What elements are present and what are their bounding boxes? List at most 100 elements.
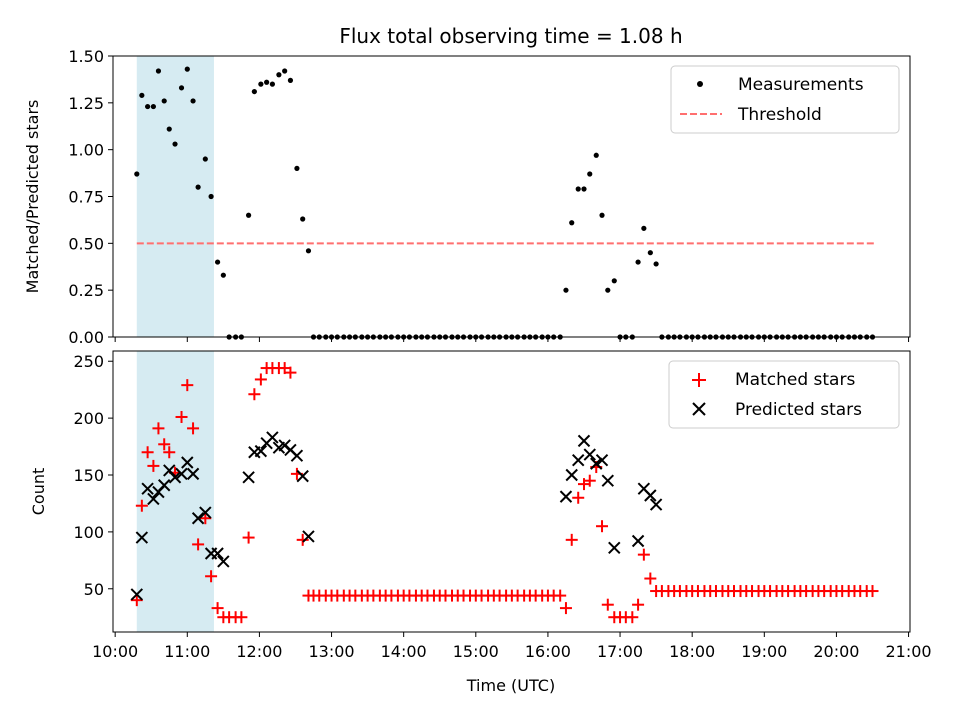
measurement-point — [611, 278, 617, 284]
ratio-y-tick-label: 0.25 — [68, 281, 104, 300]
count-y-label: Count — [29, 468, 48, 516]
measurement-point — [139, 92, 145, 98]
measurement-point — [195, 184, 201, 190]
count-y-tick-label: 250 — [73, 352, 104, 371]
measurement-point — [294, 165, 300, 171]
time-x-tick-label: 11:00 — [164, 642, 210, 661]
measurement-point — [145, 103, 151, 110]
matched-star-marker — [135, 499, 148, 512]
predicted-star-marker — [135, 531, 149, 544]
matched-star-marker — [192, 538, 205, 551]
legend-threshold-label: Threshold — [737, 105, 822, 125]
matched-star-marker — [284, 366, 297, 379]
highlight-span — [136, 351, 214, 632]
matched-star-marker — [296, 533, 309, 546]
matched-star-marker — [866, 585, 879, 598]
predicted-star-marker — [631, 534, 645, 548]
matched-star-marker — [130, 594, 143, 607]
measurement-point — [251, 88, 257, 95]
matched-star-marker — [559, 602, 572, 615]
matched-star-marker — [554, 589, 567, 602]
measurement-point — [563, 287, 569, 293]
time-x-tick-label: 17:00 — [597, 642, 643, 661]
predicted-star-marker — [158, 479, 171, 492]
predicted-star-marker — [601, 474, 614, 487]
measurement-point — [300, 216, 306, 222]
measurements-series — [134, 66, 876, 340]
predicted-star-marker — [649, 498, 663, 511]
ratio-y-axis: 0.00 0.25 0.50 0.75 1.00 1.25 1.50 — [68, 47, 113, 347]
legend-predicted-marker — [692, 402, 706, 416]
matched-star-marker — [147, 459, 160, 472]
matched-star-marker — [632, 598, 645, 611]
count-y-axis: 50 100 150 200 250 — [73, 352, 113, 599]
measurement-point — [202, 156, 208, 162]
measurement-point — [575, 186, 581, 192]
matched-star-marker — [187, 422, 200, 435]
measurement-point — [581, 186, 587, 192]
ratio-y-label: Matched/Predicted stars — [23, 100, 42, 294]
matched-star-marker — [235, 611, 248, 624]
measurement-point — [245, 212, 252, 218]
predicted-star-marker — [186, 467, 200, 481]
predicted-star-marker — [302, 530, 315, 543]
matched-star-marker — [152, 422, 165, 435]
measurement-point — [276, 72, 282, 78]
predicted-star-marker — [296, 469, 309, 483]
predicted-star-marker — [583, 448, 596, 461]
matched-star-marker — [242, 531, 255, 544]
measurement-point — [287, 77, 294, 83]
time-x-tick-label: 10:00 — [92, 642, 138, 661]
predicted-star-marker — [147, 492, 160, 506]
matched-star-marker — [583, 474, 596, 487]
legend-matched-marker — [692, 373, 706, 387]
time-x-tick-label: 15:00 — [453, 642, 499, 661]
predicted-star-marker — [199, 506, 212, 519]
matched-star-marker — [181, 379, 194, 392]
measurement-point — [635, 259, 641, 265]
ratio-y-tick-label: 0.75 — [68, 188, 104, 207]
time-x-tick-label: 20:00 — [813, 642, 859, 661]
time-x-tick-label: 16:00 — [525, 642, 571, 661]
matched-star-marker — [644, 572, 657, 585]
x-axis-label: Time (UTC) — [466, 676, 555, 695]
legend-predicted-label: Predicted stars — [735, 400, 862, 420]
matched-star-marker — [626, 611, 639, 624]
predicted-star-marker — [242, 471, 255, 484]
predicted-star-marker — [577, 434, 591, 448]
measurement-point — [269, 81, 275, 87]
predicted-star-marker — [191, 512, 205, 525]
measurement-point — [134, 171, 140, 177]
measurement-point — [220, 272, 226, 278]
matched-star-marker — [565, 533, 578, 546]
measurement-point — [647, 250, 653, 256]
ratio-y-tick-label: 0.50 — [68, 234, 104, 253]
ratio-y-tick-label: 0.00 — [68, 328, 104, 347]
measurement-point — [264, 79, 270, 85]
matched-star-marker — [141, 446, 154, 459]
ratio-legend: Measurements Threshold — [670, 65, 900, 134]
matched-star-marker — [175, 410, 188, 423]
count-panel-frame — [112, 350, 911, 633]
measurement-point — [593, 152, 599, 158]
predicted-stars-series — [130, 431, 663, 601]
measurement-point — [305, 248, 312, 254]
predicted-star-marker — [217, 555, 230, 568]
legend-measurements-label: Measurements — [738, 75, 864, 95]
measurement-point — [161, 98, 167, 104]
predicted-star-marker — [608, 541, 621, 555]
measurement-point — [172, 141, 178, 147]
measurement-point — [605, 287, 611, 293]
count-legend: Matched stars Predicted stars — [668, 360, 900, 429]
matched-star-marker — [572, 491, 585, 504]
predicted-star-marker — [254, 444, 268, 458]
measurement-point — [599, 212, 605, 218]
ratio-panel: 0.00 0.25 0.50 0.75 1.00 1.25 1.50 Matched/Pre… — [23, 47, 911, 347]
ratio-y-tick-label: 1.25 — [68, 94, 104, 113]
predicted-star-marker — [559, 490, 573, 503]
predicted-star-marker — [290, 449, 304, 462]
predicted-star-marker — [266, 431, 279, 444]
predicted-star-marker — [130, 588, 144, 601]
matched-star-marker — [248, 388, 261, 401]
